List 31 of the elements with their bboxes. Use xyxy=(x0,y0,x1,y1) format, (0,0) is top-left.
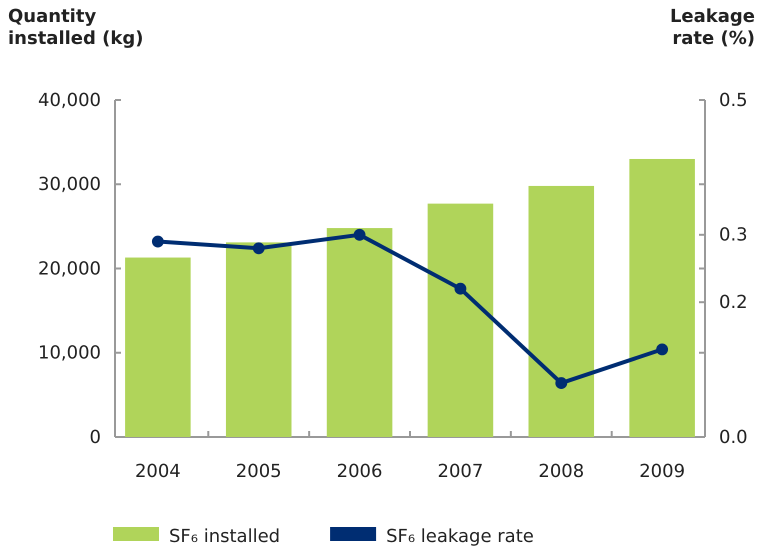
y-tick-label: 40,000 xyxy=(38,90,101,111)
x-tick-label: 2007 xyxy=(438,461,484,482)
bar xyxy=(125,258,191,437)
y-axis-title: Quantity installed (kg) xyxy=(8,6,144,49)
bar xyxy=(528,186,594,437)
x-tick-label: 2008 xyxy=(538,461,584,482)
point xyxy=(152,236,164,248)
y-tick-label: 30,000 xyxy=(38,174,101,196)
y-tick-label: 0 xyxy=(90,426,101,448)
bar xyxy=(629,158,695,437)
legend-label: SF₆ leakage rate xyxy=(386,526,534,547)
y2-tick-label: 0.3 xyxy=(719,224,748,246)
x-tick-label: 2009 xyxy=(639,461,686,482)
y-tick-label: 10,000 xyxy=(38,342,101,364)
x-tick-label: 2005 xyxy=(236,461,282,482)
y2-tick-label: 0.5 xyxy=(719,90,748,111)
bar xyxy=(428,204,494,437)
point xyxy=(252,242,265,254)
point xyxy=(555,377,568,389)
x-tick-label: 2004 xyxy=(134,461,181,482)
y2-tick-label: 0.2 xyxy=(719,292,748,313)
bar xyxy=(326,228,392,437)
y2-tick-label: 0.0 xyxy=(719,426,748,448)
legend-label: SF₆ installed xyxy=(169,526,280,547)
bar xyxy=(226,242,292,437)
y-tick-label: 20,000 xyxy=(38,258,101,280)
y2-axis-title: Leakage rate (%) xyxy=(670,6,755,49)
point xyxy=(354,228,366,241)
point xyxy=(454,282,466,295)
point xyxy=(656,343,668,356)
x-tick-label: 2006 xyxy=(336,461,382,482)
